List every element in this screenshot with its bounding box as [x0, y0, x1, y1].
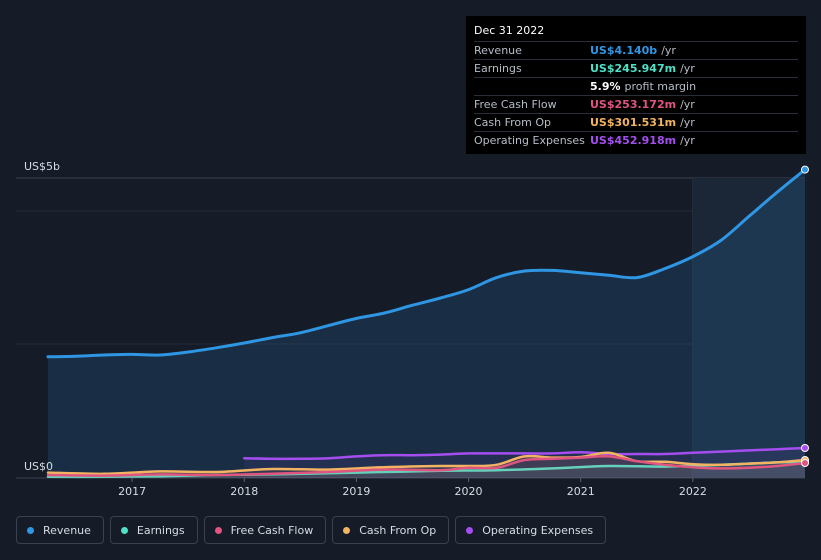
tooltip-row-label: Operating Expenses: [474, 134, 585, 147]
legend-item-free-cash-flow[interactable]: Free Cash Flow: [203, 516, 327, 544]
tooltip-row-unit: /yr: [680, 134, 695, 147]
legend-item-revenue[interactable]: Revenue: [16, 516, 104, 544]
tooltip-row-value: US$4.140b: [590, 44, 658, 57]
series-layer: [46, 165, 809, 479]
legend-label: Operating Expenses: [482, 523, 594, 537]
highlight-region: [692, 178, 805, 478]
x-tick-label: 2017: [118, 485, 146, 498]
legend-dot-icon: [214, 526, 222, 534]
tooltip-row-value: 5.9%: [590, 80, 621, 93]
legend-dot-icon: [466, 526, 474, 534]
y-axis-bottom-label: US$0: [24, 460, 53, 473]
tooltip-row-label: Revenue: [474, 44, 522, 57]
y-axis-top-label: US$5b: [24, 160, 60, 173]
legend-label: Cash From Op: [359, 523, 437, 537]
x-tick-label: 2018: [230, 485, 258, 498]
tooltip-row-label: Free Cash Flow: [474, 98, 557, 111]
x-tick-label: 2021: [567, 485, 595, 498]
x-tick-label: 2020: [455, 485, 483, 498]
legend: Revenue Earnings Free Cash Flow Cash From O…: [16, 516, 607, 544]
tooltip-row: Operating Expenses US$452.918m/yr: [474, 132, 798, 149]
tooltip-row-value: US$245.947m: [590, 62, 677, 75]
series-end-point-operating-expenses: [801, 444, 809, 452]
tooltip-row-label: Earnings: [474, 62, 522, 75]
legend-dot-icon: [120, 526, 128, 534]
tooltip-row-unit: /yr: [680, 98, 695, 111]
tooltip-row-unit: /yr: [680, 116, 695, 129]
tooltip-row-unit: /yr: [680, 62, 695, 75]
legend-label: Free Cash Flow: [230, 523, 314, 537]
tooltip-row: 5.9% profit margin: [474, 78, 798, 96]
series-area-free-cash-flow: [48, 456, 805, 478]
tooltip-row-label: [474, 78, 590, 95]
series-line-operating-expenses: [243, 446, 807, 461]
series-area-earnings: [48, 461, 805, 478]
x-axis-ticks: 2017 2018 2019 2020 2021 2022: [118, 478, 707, 498]
x-tick-label: 2022: [679, 485, 707, 498]
x-tick-label: 2019: [342, 485, 370, 498]
legend-item-cash-from-op[interactable]: Cash From Op: [332, 516, 450, 544]
tooltip-row-unit: profit margin: [624, 80, 697, 93]
tooltip-row-value: US$301.531m: [590, 116, 677, 129]
tooltip-row-value: US$253.172m: [590, 98, 677, 111]
tooltip-date: Dec 31 2022: [474, 22, 798, 42]
tooltip-panel: Dec 31 2022 Revenue US$4.140b/yr Earnings U…: [466, 16, 806, 154]
tooltip-row-unit: /yr: [661, 44, 676, 57]
legend-label: Earnings: [136, 523, 185, 537]
tooltip-row: Free Cash Flow US$253.172m/yr: [474, 96, 798, 114]
legend-item-earnings[interactable]: Earnings: [109, 516, 198, 544]
legend-dot-icon: [343, 526, 351, 534]
tooltip-row: Revenue US$4.140b/yr: [474, 42, 798, 60]
series-end-point-revenue: [801, 165, 809, 174]
tooltip-row: Earnings US$245.947m/yr: [474, 60, 798, 78]
tooltip-row-label: Cash From Op: [474, 116, 552, 129]
legend-item-operating-expenses[interactable]: Operating Expenses: [455, 516, 607, 544]
legend-label: Revenue: [43, 523, 91, 537]
series-line-cash-from-op: [46, 451, 807, 476]
tooltip-row: Cash From Op US$301.531m/yr: [474, 114, 798, 132]
legend-dot-icon: [27, 526, 34, 534]
series-area-revenue: [48, 169, 805, 478]
series-end-point-free-cash-flow: [801, 459, 809, 467]
series-line-free-cash-flow: [46, 455, 807, 477]
series-line-revenue: [46, 168, 807, 359]
tooltip-row-value: US$452.918m: [590, 134, 677, 147]
